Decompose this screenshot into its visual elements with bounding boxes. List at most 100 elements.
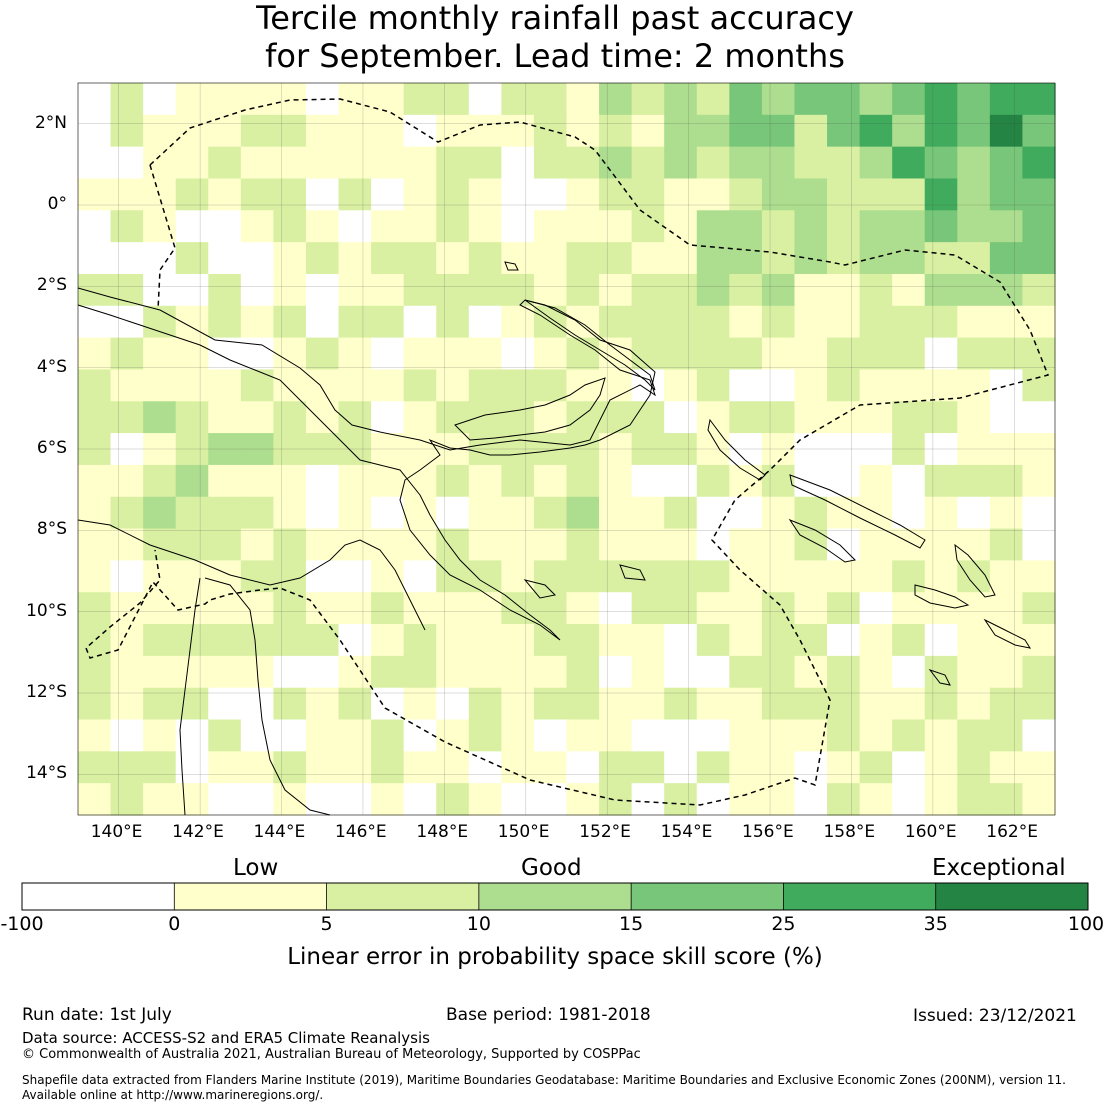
skill-cell (566, 592, 600, 625)
skill-cell (533, 687, 568, 721)
skill-cell (175, 114, 209, 148)
skill-cell (305, 655, 340, 689)
coastlines (77, 261, 1032, 816)
skill-cell (338, 433, 372, 466)
skill-cell (924, 114, 958, 148)
skill-cell (403, 146, 437, 180)
skill-cell (110, 751, 144, 784)
skill-cell (761, 305, 796, 339)
skill-cell (436, 783, 470, 816)
new-guinea-south-coast (77, 519, 426, 631)
skill-cell (631, 433, 665, 466)
skill-cell (273, 528, 307, 561)
skill-cell (794, 146, 828, 180)
skill-cell (696, 496, 730, 530)
skill-cell (761, 655, 796, 689)
skill-cell (110, 433, 144, 466)
skill-cell (533, 242, 568, 275)
skill-cell (436, 337, 470, 371)
map-frame (77, 82, 1056, 816)
skill-cell (240, 210, 274, 243)
skill-cell (696, 337, 730, 371)
longitude-tick-label: 154°E (660, 822, 713, 842)
skill-cell (78, 114, 112, 148)
skill-cell (468, 655, 502, 689)
skill-cell (143, 687, 177, 721)
skill-cell (892, 560, 926, 593)
skill-cell (403, 496, 437, 530)
skill-cell (110, 146, 144, 180)
skill-cell (761, 560, 796, 593)
skill-cell (468, 83, 502, 116)
skill-cell (371, 210, 405, 243)
skill-cell (371, 655, 405, 689)
latitude-tick-label: 10°S (26, 600, 67, 621)
skill-cell (143, 146, 177, 180)
skill-cell (1022, 242, 1056, 275)
skill-cell (110, 369, 144, 402)
skill-cell (696, 719, 730, 752)
colorbar-good-label: Good (521, 855, 582, 881)
skill-cell (468, 337, 502, 371)
skill-cell (827, 528, 861, 561)
skill-cell (859, 146, 893, 180)
longitude-tick-label: 152°E (579, 822, 631, 842)
skill-cell (403, 114, 437, 148)
skill-cell (989, 273, 1024, 307)
skill-cell (338, 751, 372, 784)
bougainville (707, 418, 766, 481)
skill-cell (501, 655, 535, 689)
skill-cell (794, 783, 828, 816)
copyright: © Commonwealth of Australia 2021, Austra… (22, 1047, 641, 1062)
skill-cell (924, 751, 958, 784)
skill-cell (78, 273, 112, 307)
skill-cell (305, 496, 340, 530)
skill-cell (501, 114, 535, 148)
skill-cell (924, 464, 958, 498)
skill-cell (501, 210, 535, 243)
skill-cell (175, 751, 209, 784)
skill-cell (924, 624, 958, 657)
skill-cell (78, 687, 112, 721)
skill-cell (305, 401, 340, 434)
skill-cell (501, 560, 535, 593)
skill-cell (78, 337, 112, 371)
skill-cell (729, 592, 763, 625)
map-title-line-1: Tercile monthly rainfall past accuracy (256, 0, 854, 37)
skill-cell (892, 496, 926, 530)
skill-cell (892, 273, 926, 307)
skill-cell (501, 178, 535, 211)
skill-cell (533, 146, 568, 180)
skill-cell (240, 305, 274, 339)
skill-cell (501, 305, 535, 339)
skill-cell (566, 401, 600, 434)
colorbar-tick-label: 5 (320, 913, 333, 935)
skill-cell (240, 369, 274, 402)
skill-cell (208, 146, 242, 180)
skill-cell (696, 401, 730, 434)
skill-cell (859, 560, 893, 593)
skill-cell (143, 655, 177, 689)
skill-cell (143, 783, 177, 816)
skill-cell (599, 560, 633, 593)
skill-cell (371, 592, 405, 625)
skill-cell (338, 146, 372, 180)
skill-cell (989, 433, 1024, 466)
skill-cell (273, 433, 307, 466)
skill-cell (664, 178, 698, 211)
skill-cell (664, 751, 698, 784)
longitude-tick-label: 160°E (904, 822, 957, 842)
skill-cell (794, 178, 828, 211)
skill-cell (175, 178, 209, 211)
skill-cell (175, 496, 209, 530)
skill-cell (403, 210, 437, 243)
skill-cell (240, 146, 274, 180)
skill-cell (143, 210, 177, 243)
skill-cell (696, 369, 730, 402)
skill-cell (273, 369, 307, 402)
skill-cell (78, 496, 112, 530)
skill-cell (599, 687, 633, 721)
skill-cell (761, 687, 796, 721)
skill-cell (827, 783, 861, 816)
